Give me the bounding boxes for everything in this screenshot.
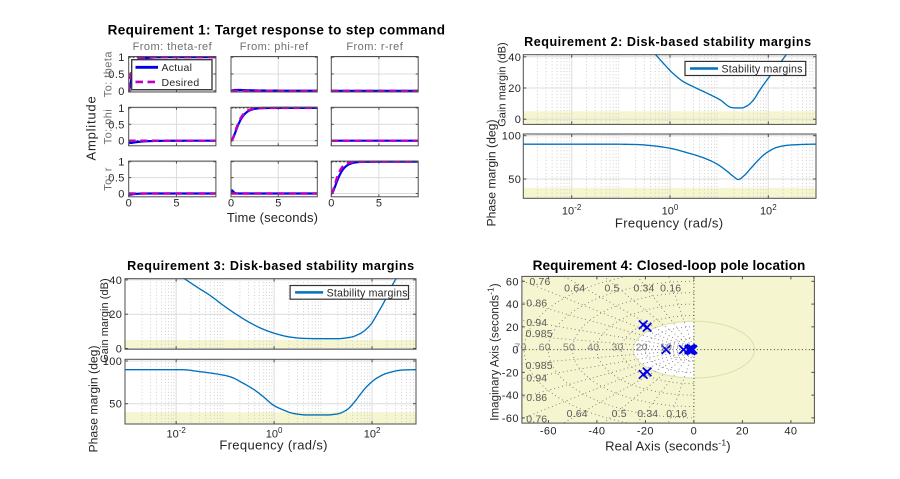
svg-text:0.94: 0.94: [526, 372, 547, 384]
svg-text:0.86: 0.86: [526, 392, 547, 404]
svg-text:Time (seconds): Time (seconds): [227, 210, 318, 225]
svg-text:0.5: 0.5: [108, 69, 125, 81]
svg-text:50: 50: [563, 341, 575, 353]
svg-text:From: theta-ref: From: theta-ref: [133, 41, 213, 53]
svg-text:Gain margin (dB): Gain margin (dB): [99, 278, 111, 363]
svg-text:0: 0: [691, 426, 698, 438]
svg-text:60: 60: [539, 341, 551, 353]
svg-text:0.76: 0.76: [526, 413, 547, 425]
svg-text:100: 100: [502, 131, 522, 143]
svg-text:0: 0: [126, 198, 132, 210]
svg-text:0: 0: [512, 345, 519, 357]
svg-text:0.5: 0.5: [108, 173, 125, 185]
svg-text:0.985: 0.985: [526, 328, 553, 340]
svg-text:Requirement 3: Disk-based stab: Requirement 3: Disk-based stability marg…: [127, 259, 414, 273]
svg-text:-60: -60: [540, 426, 557, 438]
svg-text:100: 100: [103, 356, 123, 368]
svg-text:Requirement 1: Target response: Requirement 1: Target response to step c…: [108, 22, 446, 37]
svg-text:Imaginary Axis (seconds-1): Imaginary Axis (seconds-1): [486, 283, 502, 420]
svg-text:20: 20: [506, 322, 519, 334]
svg-text:Phase margin (deg): Phase margin (deg): [87, 345, 101, 452]
svg-text:To: theta: To: theta: [103, 51, 115, 98]
svg-text:Phase margin (deg): Phase margin (deg): [484, 119, 498, 226]
svg-text:Stability margins: Stability margins: [722, 63, 803, 75]
svg-text:5: 5: [376, 198, 382, 210]
svg-text:Frequency (rad/s): Frequency (rad/s): [615, 216, 724, 231]
svg-text:To: phi: To: phi: [103, 109, 115, 145]
svg-text:Amplitude: Amplitude: [84, 95, 99, 160]
svg-text:1: 1: [118, 157, 125, 169]
svg-text:0.64: 0.64: [564, 282, 585, 294]
svg-text:Gain margin (dB): Gain margin (dB): [497, 42, 509, 127]
svg-text:Frequency (rad/s): Frequency (rad/s): [219, 438, 328, 453]
svg-text:0: 0: [515, 114, 522, 126]
svg-text:40: 40: [587, 341, 599, 353]
svg-text:1: 1: [118, 103, 125, 115]
svg-text:0.86: 0.86: [526, 297, 547, 309]
svg-text:40: 40: [109, 275, 122, 287]
svg-text:70: 70: [514, 341, 526, 353]
svg-text:0.64: 0.64: [567, 408, 588, 420]
svg-text:0: 0: [118, 136, 125, 148]
svg-text:-40: -40: [588, 426, 605, 438]
svg-text:30: 30: [611, 341, 623, 353]
svg-text:Requirement 4: Closed-loop pol: Requirement 4: Closed-loop pole location: [533, 258, 806, 273]
svg-text:0: 0: [118, 86, 125, 98]
svg-text:0: 0: [328, 198, 334, 210]
svg-text:50: 50: [508, 174, 521, 186]
svg-text:40: 40: [506, 299, 519, 311]
svg-text:0.5: 0.5: [108, 119, 125, 131]
svg-text:5: 5: [275, 198, 281, 210]
svg-text:40: 40: [508, 52, 521, 64]
svg-text:Desired: Desired: [162, 77, 200, 89]
svg-text:-60: -60: [502, 413, 519, 425]
svg-text:10: 10: [660, 341, 672, 353]
svg-text:To: r: To: r: [103, 167, 115, 191]
svg-text:0: 0: [228, 198, 234, 210]
svg-text:Stability margins: Stability margins: [327, 287, 408, 299]
svg-text:1: 1: [118, 52, 125, 64]
svg-text:0: 0: [118, 189, 125, 201]
svg-text:40: 40: [784, 426, 797, 438]
svg-text:50: 50: [109, 399, 122, 411]
svg-text:0.985: 0.985: [526, 360, 553, 372]
svg-text:0.34: 0.34: [633, 282, 654, 294]
svg-text:0.5: 0.5: [604, 282, 619, 294]
svg-text:20: 20: [636, 341, 648, 353]
svg-text:Requirement 2: Disk-based stab: Requirement 2: Disk-based stability marg…: [524, 35, 811, 49]
svg-text:From: r-ref: From: r-ref: [346, 41, 403, 53]
svg-text:0: 0: [116, 344, 123, 356]
svg-text:-40: -40: [502, 390, 519, 402]
svg-text:20: 20: [109, 309, 122, 321]
svg-text:0.34: 0.34: [637, 408, 658, 420]
svg-text:20: 20: [508, 83, 521, 95]
svg-text:5: 5: [173, 198, 179, 210]
svg-text:60: 60: [506, 276, 519, 288]
svg-text:0.16: 0.16: [660, 282, 681, 294]
svg-text:-20: -20: [637, 426, 654, 438]
svg-text:0.76: 0.76: [529, 276, 550, 288]
svg-text:0.5: 0.5: [612, 408, 627, 420]
svg-text:From: phi-ref: From: phi-ref: [240, 41, 309, 53]
svg-text:Real Axis (seconds-1): Real Axis (seconds-1): [605, 438, 731, 454]
svg-text:Actual: Actual: [162, 62, 193, 74]
svg-text:0.16: 0.16: [666, 408, 687, 420]
svg-text:20: 20: [736, 426, 749, 438]
svg-text:0.94: 0.94: [526, 317, 547, 329]
svg-text:-20: -20: [502, 367, 519, 379]
